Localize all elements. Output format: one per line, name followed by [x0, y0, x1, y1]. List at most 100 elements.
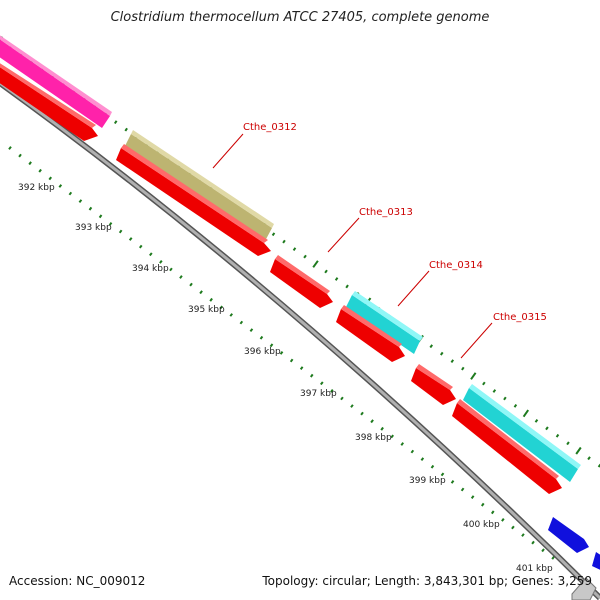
- minor-tick: [18, 153, 22, 158]
- minor-tick: [292, 247, 297, 251]
- feature-blue-2[interactable]: [592, 552, 600, 572]
- minor-tick: [511, 525, 515, 530]
- minor-tick: [555, 433, 560, 438]
- minor-tick: [128, 237, 133, 241]
- minor-tick: [440, 472, 445, 477]
- tick-label: 394 kbp: [132, 264, 169, 274]
- tick-label: 397 kbp: [300, 389, 337, 399]
- gene-label-cthe-0315[interactable]: Cthe_0315: [493, 312, 547, 323]
- minor-tick: [450, 480, 455, 484]
- tick-label: 393 kbp: [75, 223, 112, 233]
- minor-tick: [309, 373, 314, 378]
- minor-tick: [551, 555, 555, 560]
- major-tick: [470, 372, 477, 380]
- gene-label-cthe-0312[interactable]: Cthe_0312: [243, 122, 297, 133]
- tick-label: 398 kbp: [355, 433, 392, 443]
- minor-tick: [334, 277, 339, 281]
- minor-tick: [320, 381, 324, 386]
- minor-tick: [113, 120, 118, 125]
- minor-tick: [98, 214, 103, 219]
- minor-tick: [289, 358, 294, 363]
- minor-tick: [124, 127, 128, 132]
- minor-tick: [380, 426, 384, 431]
- tick-label: 392 kbp: [18, 183, 55, 193]
- minor-tick: [545, 426, 549, 431]
- feature-red-6[interactable]: [452, 399, 562, 494]
- minor-tick: [566, 441, 570, 446]
- map-title: Clostridium thermocellum ATCC 27405, com…: [110, 10, 490, 25]
- minor-tick: [521, 533, 525, 537]
- tick-label: 399 kbp: [409, 476, 446, 486]
- accession-label: Accession: NC_009012: [9, 574, 146, 588]
- feature-red-5[interactable]: [411, 364, 456, 405]
- minor-tick: [480, 502, 485, 507]
- minor-tick: [400, 442, 405, 446]
- feature-blue-1[interactable]: [548, 517, 589, 553]
- minor-tick: [345, 284, 349, 289]
- minor-tick: [330, 388, 334, 393]
- feature-magenta[interactable]: [0, 32, 112, 128]
- minor-tick: [439, 351, 444, 356]
- minor-tick: [179, 275, 183, 279]
- minor-tick: [461, 366, 465, 371]
- minor-tick: [410, 449, 415, 454]
- minor-tick: [239, 320, 244, 325]
- minor-tick: [534, 419, 539, 423]
- tick-label: 400 kbp: [463, 520, 500, 530]
- minor-tick: [430, 464, 435, 469]
- minor-tick: [470, 495, 475, 499]
- feature-red-4[interactable]: [336, 305, 405, 362]
- minor-tick: [531, 540, 535, 545]
- minor-tick: [429, 344, 434, 349]
- minor-tick: [8, 146, 12, 150]
- minor-tick: [299, 366, 304, 370]
- minor-tick: [199, 290, 203, 295]
- minor-tick: [350, 404, 354, 408]
- feature-red-2[interactable]: [116, 144, 271, 256]
- leader-line-cthe-0312: [212, 133, 244, 169]
- feature-red-1[interactable]: [0, 60, 98, 141]
- minor-tick: [303, 254, 307, 259]
- tick-label: 396 kbp: [244, 347, 281, 357]
- minor-tick: [108, 222, 113, 226]
- minor-tick: [324, 269, 328, 274]
- gene-label-cthe-0314[interactable]: Cthe_0314: [429, 260, 483, 271]
- leader-line-cthe-0314: [397, 270, 430, 307]
- minor-tick: [249, 328, 254, 333]
- minor-tick: [189, 282, 193, 287]
- leader-line-cthe-0315: [460, 322, 493, 359]
- minor-tick: [492, 389, 497, 393]
- minor-tick: [513, 404, 518, 408]
- minor-tick: [587, 456, 591, 461]
- minor-tick: [118, 229, 123, 234]
- gene-label-cthe-0313[interactable]: Cthe_0313: [359, 207, 413, 218]
- minor-tick: [420, 457, 425, 462]
- feature-red-3[interactable]: [270, 255, 333, 308]
- genome-backbone: [0, 80, 600, 600]
- major-tick: [312, 260, 319, 268]
- minor-tick: [271, 232, 276, 237]
- minor-tick: [48, 176, 52, 181]
- minor-tick: [88, 206, 93, 211]
- major-tick: [522, 409, 530, 418]
- minor-tick: [269, 343, 274, 348]
- minor-tick: [490, 510, 495, 515]
- major-tick: [575, 446, 582, 455]
- minor-tick: [219, 305, 224, 310]
- leader-line-cthe-0313: [327, 217, 360, 253]
- genome-backbone-highlight: [0, 81, 600, 600]
- inner-scale-dots: [8, 146, 555, 560]
- minor-tick: [28, 161, 32, 166]
- feature-cyan-2[interactable]: [463, 384, 581, 482]
- minor-tick: [169, 267, 173, 272]
- feature-cyan-1[interactable]: [346, 291, 423, 354]
- minor-tick: [482, 381, 486, 386]
- feature-khaki[interactable]: [125, 130, 274, 241]
- tick-label: 401 kbp: [516, 564, 553, 574]
- minor-tick: [370, 419, 374, 424]
- tick-label: 395 kbp: [188, 305, 225, 315]
- feature-gray-end: [571, 577, 597, 600]
- minor-tick: [68, 191, 73, 196]
